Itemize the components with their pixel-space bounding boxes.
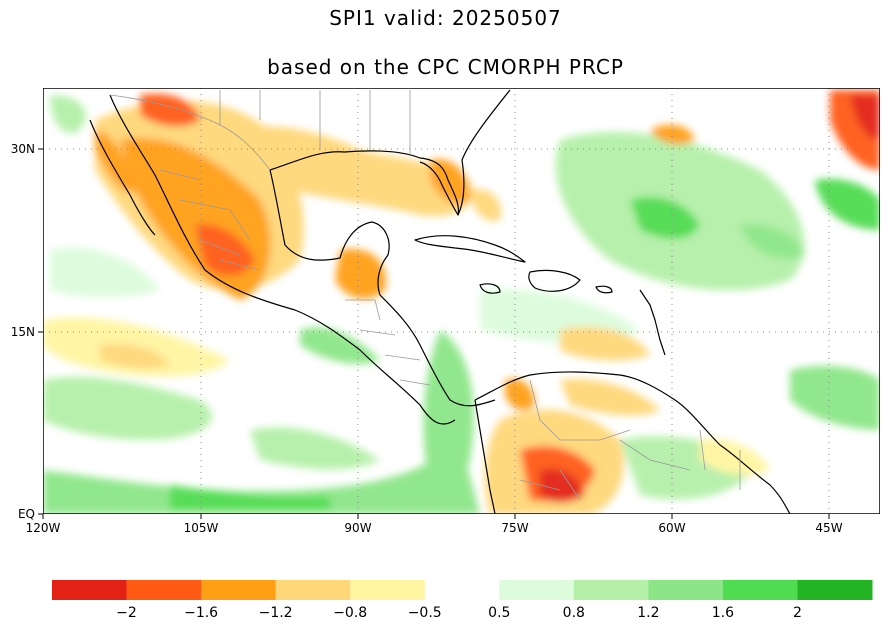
lon-label-120w: 120W: [26, 521, 61, 535]
coast-baja: [89, 119, 156, 236]
border-south-america: [519, 379, 741, 501]
lon-label-75w: 75W: [501, 521, 528, 535]
green-pacific-northwest: [50, 95, 86, 134]
border-us-states: [219, 90, 411, 155]
colorbar-tick-label-1: −1.6: [184, 605, 218, 621]
coast-mexico-pacific: [109, 94, 456, 425]
coast-jamaica: [479, 283, 501, 294]
green-band-south-pacific-dark: [170, 485, 330, 510]
axis-ticks: [38, 148, 830, 519]
colorbar-bin-4: [350, 580, 426, 600]
colorbar-tick-label-6: 0.8: [563, 605, 585, 621]
dry-atlantic-ne-red: [850, 95, 880, 140]
coast-us-atlantic: [457, 89, 511, 216]
coast-south-america-north: [474, 371, 791, 514]
dry-caribbean-south: [560, 326, 650, 361]
lon-label-105w: 105W: [184, 521, 219, 535]
colorbar-tick-label-0: −2: [116, 605, 137, 621]
colorbar-tick-label-4: −0.5: [408, 605, 442, 621]
graticule: [43, 88, 880, 514]
dry-florida-area: [430, 159, 470, 204]
coast-us-gulf: [269, 150, 460, 216]
colorbar-tick-label-3: −0.8: [333, 605, 367, 621]
dry-mexico-north: [140, 93, 200, 127]
lon-label-45w: 45W: [815, 521, 842, 535]
coast-colombia-pacific: [474, 399, 496, 514]
coastlines: [89, 89, 791, 514]
colorbar-tick-label-8: 1.6: [712, 605, 734, 621]
border-mexico-states: [159, 169, 261, 271]
green-pacific-central: [250, 427, 380, 470]
coast-cuba: [414, 235, 526, 263]
coast-central-america-caribbean: [379, 294, 496, 407]
title-line-1: SPI1 valid: 20250507: [329, 6, 562, 30]
spi-shading: [43, 90, 880, 514]
dry-bahamas: [470, 189, 501, 221]
colorbar-tick-label-9: 2: [793, 605, 802, 621]
lat-label-30n: 30N: [11, 142, 35, 156]
coast-lesser-antilles: [639, 289, 666, 356]
colorbar-tick-label-2: −1.2: [259, 605, 293, 621]
dry-baja: [95, 130, 140, 193]
green-east-pacific-col: [423, 330, 474, 498]
border-central-america: [345, 299, 431, 386]
colorbar-bin-0: [52, 580, 127, 600]
colorbar-bin-5: [424, 580, 500, 600]
green-pacific-mid: [50, 247, 160, 298]
colorbar-bin-6: [499, 580, 575, 600]
colorbar-bin-1: [126, 580, 202, 600]
map-panel: [43, 88, 880, 514]
dry-south-america-red: [540, 468, 585, 503]
dry-pacific-speck: [100, 343, 170, 369]
green-band-south-pacific: [43, 440, 480, 514]
colorbar-bin-9: [722, 580, 798, 600]
colorbar-bin-3: [275, 580, 351, 600]
colorbar-bin-10: [797, 580, 873, 600]
dry-mexico-red: [195, 224, 255, 276]
green-central-america: [300, 327, 380, 365]
title-line-2: based on the CPC CMORPH PRCP: [267, 55, 624, 79]
green-atlantic-core-2: [740, 224, 805, 259]
green-atlantic-core: [630, 196, 700, 239]
axis-labels: 30N 15N EQ 120W 105W 90W 75W 60W 45W: [11, 142, 843, 535]
dry-yucatan: [335, 249, 386, 299]
colorbar-bin-8: [648, 580, 724, 600]
colorbar-bin-7: [573, 580, 649, 600]
borders: [109, 90, 741, 501]
colorbar-tick-label-5: 0.5: [488, 605, 510, 621]
coast-mexico-gulf: [269, 169, 390, 296]
dry-colombia-north: [505, 378, 535, 411]
colorbar-bin-2: [201, 580, 277, 600]
coast-puerto-rico: [595, 285, 613, 294]
dry-atlantic-north: [650, 124, 695, 145]
lat-label-eq: EQ: [18, 507, 35, 521]
lon-label-60w: 60W: [658, 521, 685, 535]
green-band-pacific-west: [43, 376, 212, 440]
green-atlantic-east: [815, 178, 880, 230]
dry-gulf-coast: [230, 126, 472, 217]
colorbar-labels: −2 −1.6 −1.2 −0.8 −0.5 0.5 0.8 1.2 1.6 2: [116, 605, 802, 621]
dry-venezuela: [560, 379, 660, 416]
green-atlantic-southeast: [790, 365, 880, 430]
lat-label-15n: 15N: [11, 325, 35, 339]
colorbar: [52, 580, 873, 600]
lon-label-90w: 90W: [344, 521, 371, 535]
colorbar-tick-label-7: 1.2: [637, 605, 659, 621]
coast-hispaniola: [528, 269, 581, 292]
